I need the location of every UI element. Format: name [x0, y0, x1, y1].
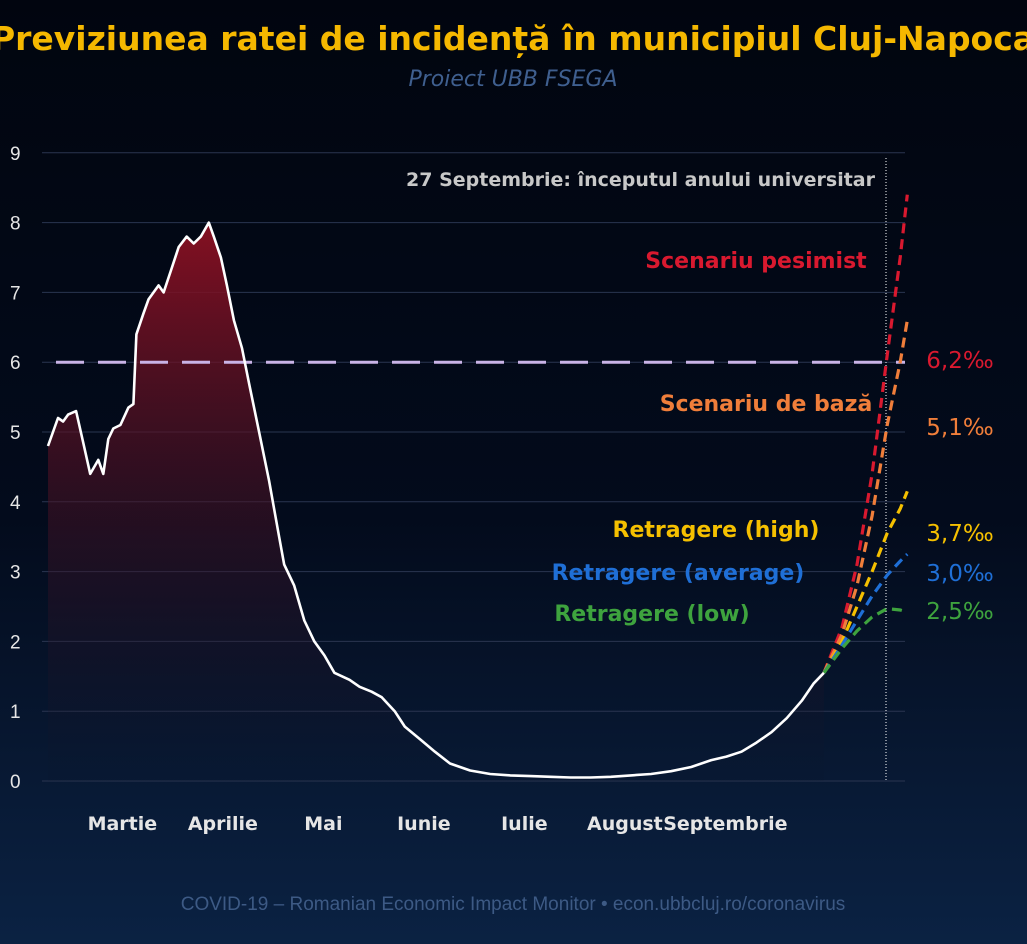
scenario-labels: Scenariu pesimist 6,2‰ Scenariu de bază 5,1…: [552, 249, 994, 627]
y-tick-label: 2: [10, 632, 21, 653]
chart-title: Previziunea ratei de incidență în munici…: [0, 19, 1027, 58]
y-tick-label: 0: [10, 772, 21, 793]
x-tick-label: Iunie: [397, 813, 451, 835]
scenario-line-3: [822, 552, 909, 674]
y-tick-label: 1: [10, 702, 21, 723]
scenario-name-2: Retragere (high): [613, 518, 820, 543]
y-axis: 0 1 2 3 4 5 6 7 8 9: [10, 144, 21, 793]
x-tick-label: Iulie: [501, 813, 548, 835]
scenario-end-value-4: 2,5‰: [926, 599, 993, 625]
x-tick-label: Aprilie: [188, 813, 258, 835]
scenario-line-1: [822, 320, 909, 674]
y-tick-label: 5: [10, 423, 21, 444]
y-tick-label: 9: [10, 144, 21, 165]
x-axis: Martie Aprilie Mai Iunie Iulie August Septembr…: [88, 813, 788, 835]
scenario-name-0: Scenariu pesimist: [645, 249, 867, 274]
x-tick-label: Mai: [304, 813, 342, 835]
scenario-end-value-3: 3,0‰: [926, 561, 993, 587]
scenario-line-0: [822, 194, 909, 674]
y-tick-label: 7: [10, 283, 21, 304]
scenario-end-value-0: 6,2‰: [926, 348, 993, 374]
scenario-name-1: Scenariu de bază: [660, 392, 873, 417]
scenario-end-value-1: 5,1‰: [926, 415, 993, 441]
scenario-name-3: Retragere (average): [552, 561, 805, 586]
academic-year-annotation: 27 Septembrie: începutul anului universi…: [406, 169, 876, 191]
y-tick-label: 3: [10, 563, 21, 584]
scenario-line-4: [822, 606, 908, 674]
x-tick-label: August: [587, 813, 663, 835]
y-tick-label: 8: [10, 214, 21, 235]
scenario-series: [822, 194, 909, 674]
y-tick-label: 4: [10, 493, 21, 514]
y-tick-label: 6: [10, 353, 21, 374]
footer: COVID-19 – Romanian Economic Impact Moni…: [181, 894, 846, 915]
x-tick-label: Martie: [88, 813, 158, 835]
chart-subtitle: Proiect UBB FSEGA: [408, 67, 617, 92]
scenario-name-4: Retragere (low): [554, 602, 749, 627]
scenario-end-value-2: 3,7‰: [926, 521, 993, 547]
history-line: [46, 221, 825, 779]
x-tick-label: Septembrie: [663, 813, 787, 835]
scenario-line-2: [822, 490, 909, 674]
